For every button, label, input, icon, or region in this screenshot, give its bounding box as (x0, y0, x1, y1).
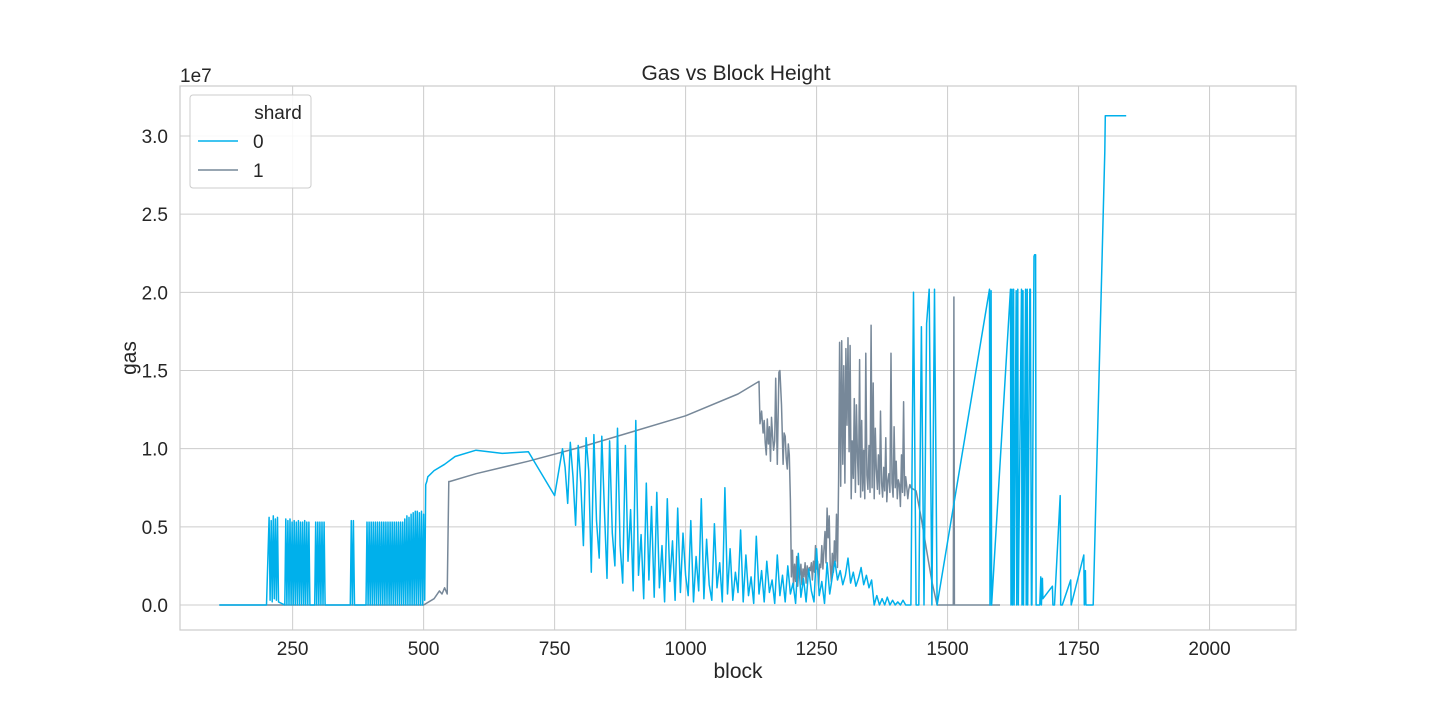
x-tick-label: 250 (277, 639, 309, 660)
y-scale-label: 1e7 (180, 66, 212, 87)
x-tick-label: 1500 (926, 639, 968, 660)
x-axis-label: block (713, 660, 763, 683)
y-tick-label: 1.0 (142, 440, 168, 461)
series-line-shard-0 (219, 114, 1127, 606)
y-tick-label: 2.0 (142, 283, 168, 304)
x-tick-label: 500 (408, 639, 440, 660)
y-tick-label: 0.0 (142, 596, 168, 617)
x-tick-label: 1000 (664, 639, 706, 660)
legend-box (189, 94, 312, 189)
y-axis-ticks: 0.0 0.5 1.0 1.5 2.0 2.5 3.0 (142, 127, 168, 617)
x-tick-label: 750 (539, 639, 571, 660)
legend: shard 0 1 (189, 94, 312, 189)
series-line-shard-1 (219, 296, 1000, 606)
chart-title: Gas vs Block Height (641, 62, 830, 85)
x-tick-label: 2000 (1188, 639, 1230, 660)
plot-frame (179, 85, 1297, 631)
y-tick-label: 0.5 (142, 518, 168, 539)
legend-label-shard-1: 1 (253, 161, 264, 182)
y-axis-label: gas (118, 341, 141, 375)
legend-label-shard-0: 0 (253, 132, 264, 153)
x-axis-ticks: 250 500 750 1000 1250 1500 1750 2000 (277, 639, 1231, 660)
x-tick-label: 1250 (795, 639, 837, 660)
x-tick-label: 1750 (1057, 639, 1099, 660)
series-layer (219, 114, 1127, 606)
plot-area (180, 86, 1296, 630)
grid-lines (180, 86, 1296, 630)
y-tick-label: 1.5 (142, 362, 168, 383)
y-tick-label: 2.5 (142, 205, 168, 226)
y-tick-label: 3.0 (142, 127, 168, 148)
legend-title: shard (254, 103, 302, 124)
